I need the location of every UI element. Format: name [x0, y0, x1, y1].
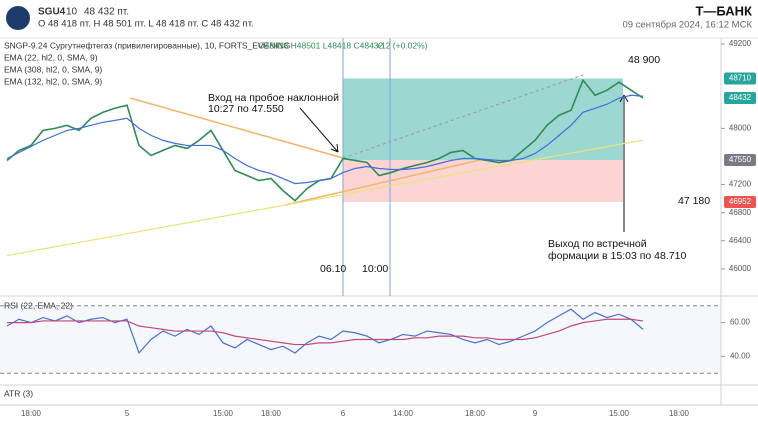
price-label: 46952: [729, 197, 752, 206]
price-label: 48432: [729, 93, 752, 102]
y-tick-label: 49200: [729, 39, 752, 48]
x-tick-label: 18:00: [465, 409, 486, 418]
x-tick-label: 14:00: [393, 409, 414, 418]
x-tick-label: 18:00: [261, 409, 282, 418]
ticker: SGU4: [38, 7, 66, 18]
annotation: Вход на пробое наклонной: [208, 92, 339, 104]
x-tick-label: 5: [125, 409, 130, 418]
interval: 10: [66, 7, 78, 18]
last-price: 48 432 пт.: [84, 7, 129, 18]
series-line: [7, 318, 644, 346]
annotation: 10:00: [362, 263, 388, 275]
target-zone: [343, 78, 623, 160]
rsi-title: RSI (22, EMA, 22): [4, 300, 73, 310]
series-line: [6, 139, 644, 257]
x-tick-label: 6: [341, 409, 346, 418]
x-tick-label: 18:00: [21, 409, 42, 418]
legend-ohlc: O48418 H48501 L48418 C48432: [258, 40, 384, 50]
ticker-icon: [6, 6, 30, 30]
price-label-bg: [724, 153, 756, 166]
stop-zone: [343, 159, 623, 202]
arrow: [619, 94, 629, 232]
ohlc: O 48 418 пт. H 48 501 пт. L 48 418 пт. C…: [38, 19, 254, 30]
x-tick-label: 15:00: [609, 409, 630, 418]
y-tick-label: 46000: [729, 264, 752, 273]
y-tick-label: 47200: [729, 180, 752, 189]
arrow: [299, 107, 339, 153]
atr-title: ATR (3): [4, 388, 33, 398]
legend-change: +12 (+0.02%): [376, 40, 428, 50]
legend-instrument: SNGP-9.24 Сургутнефтегаз (привилегирован…: [4, 40, 291, 50]
annotation: 06.10: [320, 263, 346, 275]
price-label-bg: [724, 195, 756, 208]
annotation: 48 900: [628, 54, 660, 66]
x-tick-label: 18:00: [669, 409, 690, 418]
annotation: 47 180: [678, 195, 710, 207]
y-tick-label: 60.00: [730, 318, 751, 327]
y-tick-label: 40.00: [730, 351, 751, 360]
trendline: [129, 97, 344, 159]
legend-entry: EMA (22, hl2, 0, SMA, 9): [4, 52, 98, 62]
price-label-bg: [724, 72, 756, 85]
y-tick-label: 48000: [729, 123, 752, 132]
series-line: [6, 94, 644, 185]
legend-entry: EMA (132, hl2, 0, SMA, 9): [4, 76, 102, 86]
trendline: [284, 159, 481, 206]
annotation: 10:27 по 47.550: [208, 103, 284, 115]
price-label: 48710: [729, 74, 752, 83]
price-label: 47550: [729, 155, 752, 164]
series-line: [6, 308, 644, 355]
y-tick-label: 46400: [729, 236, 752, 245]
y-tick-label: 46800: [729, 208, 752, 217]
annotation: формации в 15:03 по 48.710: [548, 250, 686, 262]
logo: Т—БАНК: [695, 3, 752, 18]
x-tick-label: 9: [533, 409, 538, 418]
x-tick-label: 15:00: [213, 409, 234, 418]
annotation: Выход по встречной: [548, 238, 647, 250]
projection: [342, 74, 584, 159]
price-label-bg: [724, 92, 756, 105]
datetime: 09 сентября 2024, 16:12 МСК: [622, 20, 752, 31]
legend-entry: EMA (308, hl2, 0, SMA, 9): [4, 64, 102, 74]
